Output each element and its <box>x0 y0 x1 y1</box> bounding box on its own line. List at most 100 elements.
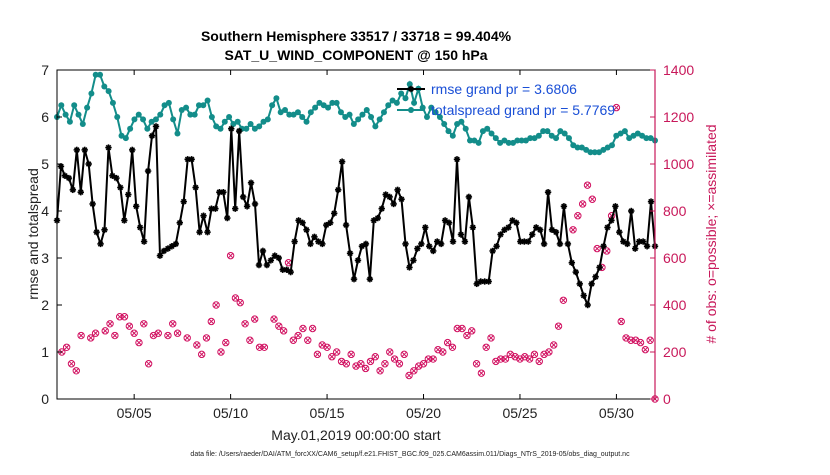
rmse-point <box>196 228 203 236</box>
totalspread-point <box>282 106 289 113</box>
obs-assimilated-marker <box>281 328 287 334</box>
obs-possible-marker <box>525 355 534 363</box>
rmse-point <box>493 243 500 250</box>
rmse-point <box>224 214 231 222</box>
obs-possible-marker <box>91 329 100 337</box>
star-stroke <box>200 212 207 219</box>
obs-assimilated-marker <box>88 335 94 341</box>
obs-assimilated-marker <box>102 328 108 334</box>
obs-assimilated-marker <box>295 332 301 339</box>
totalspread-point <box>217 125 224 132</box>
obs-assimilated-marker <box>536 358 542 365</box>
obs-possible-marker <box>583 181 592 189</box>
rmse-point <box>121 217 128 224</box>
star-stroke <box>398 196 405 203</box>
star-stroke <box>406 264 413 271</box>
obs-assimilated-marker <box>136 339 142 346</box>
totalspread-point <box>97 71 104 78</box>
totalspread-point <box>170 116 177 123</box>
obs-point <box>477 369 486 377</box>
obs-point <box>299 324 307 333</box>
rmse-point <box>105 144 112 151</box>
obs-point <box>419 360 428 368</box>
y-left-tick-label: 4 <box>41 203 49 219</box>
x-tick-label: 05/10 <box>213 405 248 421</box>
star-stroke <box>113 175 120 181</box>
rmse-point <box>299 219 306 226</box>
totalspread-point <box>346 111 353 118</box>
star-stroke <box>81 147 88 153</box>
obs-assimilated-marker <box>367 358 374 365</box>
totalspread-point <box>544 128 551 135</box>
star-stroke <box>438 241 444 247</box>
obs-point <box>545 348 553 356</box>
star-stroke <box>640 238 646 245</box>
obs-point <box>347 350 355 359</box>
star-stroke <box>410 257 417 264</box>
obs-possible-marker <box>111 331 119 340</box>
obs-point <box>578 200 587 208</box>
obs-possible-marker <box>154 329 162 337</box>
totalspread-point <box>488 130 495 137</box>
obs-assimilated-marker <box>348 351 354 358</box>
rmse-point <box>465 193 473 201</box>
obs-possible-marker <box>67 360 76 368</box>
rmse-point <box>180 198 187 205</box>
rmse-point <box>251 200 259 208</box>
obs-point <box>554 322 563 330</box>
totalspread-point <box>256 123 263 130</box>
rmse-point <box>85 160 92 168</box>
obs-assimilated-marker <box>546 349 552 355</box>
obs-possible-marker <box>617 317 625 326</box>
obs-possible-marker <box>588 195 597 203</box>
obs-point <box>87 334 95 342</box>
star-stroke <box>236 128 242 134</box>
rmse-point <box>109 172 116 179</box>
obs-point <box>400 350 408 359</box>
star-stroke <box>394 187 401 193</box>
rmse-point <box>631 245 639 252</box>
star-stroke <box>283 266 290 273</box>
rmse-point <box>489 247 496 255</box>
star-stroke <box>204 229 211 235</box>
obs-point <box>164 331 172 340</box>
star-stroke <box>303 226 310 233</box>
totalspread-point <box>505 139 512 146</box>
star-stroke <box>616 229 623 235</box>
rmse-point <box>176 219 183 226</box>
obs-assimilated-marker <box>551 342 557 348</box>
star-stroke <box>612 203 619 210</box>
rmse-point <box>529 231 536 238</box>
y-left-tick-label: 7 <box>41 62 49 78</box>
obs-point <box>169 320 177 328</box>
obs-assimilated-marker <box>276 323 282 329</box>
rmse-point <box>287 268 294 276</box>
star-stroke <box>101 226 108 233</box>
rmse-point <box>267 257 275 264</box>
obs-assimilated-marker <box>377 368 383 374</box>
obs-assimilated-marker <box>131 330 137 336</box>
star-stroke <box>355 257 361 264</box>
rmse-point <box>81 146 88 154</box>
obs-possible-marker <box>550 341 558 349</box>
obs-possible-marker <box>304 336 312 344</box>
obs-assimilated-marker <box>401 351 407 358</box>
rmse-point <box>564 240 572 248</box>
obs-point <box>212 301 220 309</box>
star-stroke <box>256 262 262 268</box>
rmse-point <box>152 123 160 130</box>
star-stroke <box>509 217 516 224</box>
totalspread-point <box>411 99 418 106</box>
rmse-point <box>172 240 180 248</box>
star-stroke <box>248 179 254 186</box>
obs-point <box>463 331 471 340</box>
obs-assimilated-marker <box>203 335 210 341</box>
obs-point <box>448 343 457 351</box>
totalspread-point <box>165 99 172 106</box>
rmse-point <box>426 243 433 250</box>
obs-assimilated-marker <box>642 346 649 353</box>
obs-assimilated-marker <box>141 321 147 327</box>
star-stroke <box>331 210 338 217</box>
totalspread-point <box>643 135 650 142</box>
rmse-point <box>334 186 342 194</box>
